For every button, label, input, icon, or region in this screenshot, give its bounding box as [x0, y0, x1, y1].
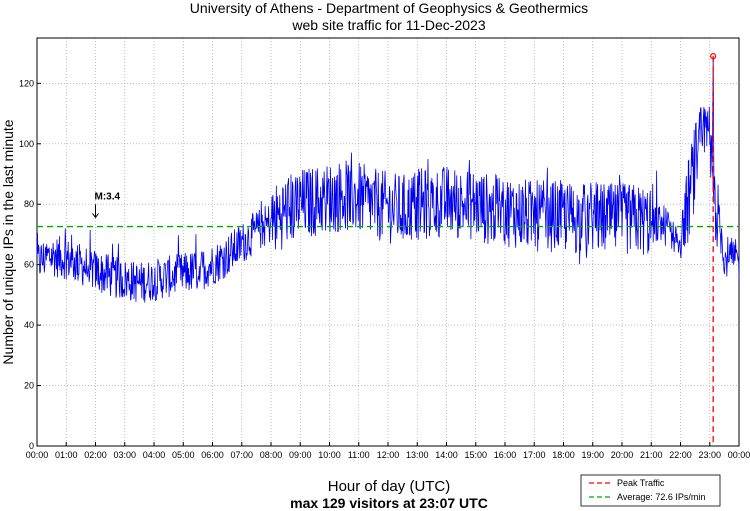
x-tick-label: 01:00 — [55, 450, 78, 460]
legend: Peak Traffic Average: 72.6 IPs/min — [580, 474, 721, 507]
x-tick-label: 21:00 — [640, 450, 663, 460]
legend-label-average: Average: 72.6 IPs/min — [617, 492, 705, 502]
x-tick-label: 20:00 — [611, 450, 634, 460]
legend-label-peak: Peak Traffic — [617, 478, 665, 488]
y-tick-label: 20 — [24, 381, 34, 391]
x-tick-label: 09:00 — [289, 450, 312, 460]
y-tick-label: 120 — [19, 78, 34, 88]
x-tick-label: 22:00 — [669, 450, 692, 460]
y-tick-label: 60 — [24, 260, 34, 270]
legend-box — [580, 474, 721, 507]
y-tick-label: 80 — [24, 199, 34, 209]
traffic-series-line — [36, 56, 740, 303]
x-tick-label: 15:00 — [464, 450, 487, 460]
x-axis-label: Hour of day (UTC) — [328, 478, 451, 495]
x-tick-label: 06:00 — [201, 450, 224, 460]
peak-marker — [710, 53, 717, 60]
x-tick-label: 07:00 — [230, 450, 253, 460]
x-tick-label: 18:00 — [552, 450, 575, 460]
y-tick-label: 40 — [24, 320, 34, 330]
x-tick-label: 00:00 — [26, 450, 49, 460]
peak-summary: max 129 visitors at 23:07 UTC — [290, 495, 488, 511]
chart-title-date: web site traffic for 11-Dec-2023 — [291, 17, 485, 33]
quake-annotation-label: M:3.4 — [95, 191, 121, 202]
quake-annotation-arrow — [92, 204, 99, 219]
x-tick-label: 12:00 — [377, 450, 400, 460]
y-tick-label: 0 — [29, 441, 34, 451]
y-axis-label: Number of unique IPs in the last minute — [0, 119, 16, 364]
y-tick-label: 100 — [19, 139, 34, 149]
x-tick-label: 14:00 — [435, 450, 458, 460]
x-tick-label: 02:00 — [84, 450, 107, 460]
x-tick-label: 16:00 — [494, 450, 517, 460]
x-tick-label: 11:00 — [348, 450, 370, 460]
x-tick-label: 19:00 — [581, 450, 604, 460]
x-tick-label: 03:00 — [113, 450, 136, 460]
x-tick-label: 10:00 — [318, 450, 341, 460]
x-tick-label: 05:00 — [172, 450, 195, 460]
x-tick-label: 13:00 — [406, 450, 429, 460]
x-tick-label: 23:00 — [698, 450, 721, 460]
x-tick-label: 08:00 — [260, 450, 283, 460]
chart-title: University of Athens - Department of Geo… — [190, 0, 588, 16]
x-tick-label: 17:00 — [523, 450, 546, 460]
x-tick-label: 00:00 — [728, 450, 750, 460]
x-tick-label: 04:00 — [143, 450, 166, 460]
x-axis-ticks: 00:00 01:00 02:00 03:00 04:00 05:00 06:00 07:00… — [26, 442, 750, 460]
